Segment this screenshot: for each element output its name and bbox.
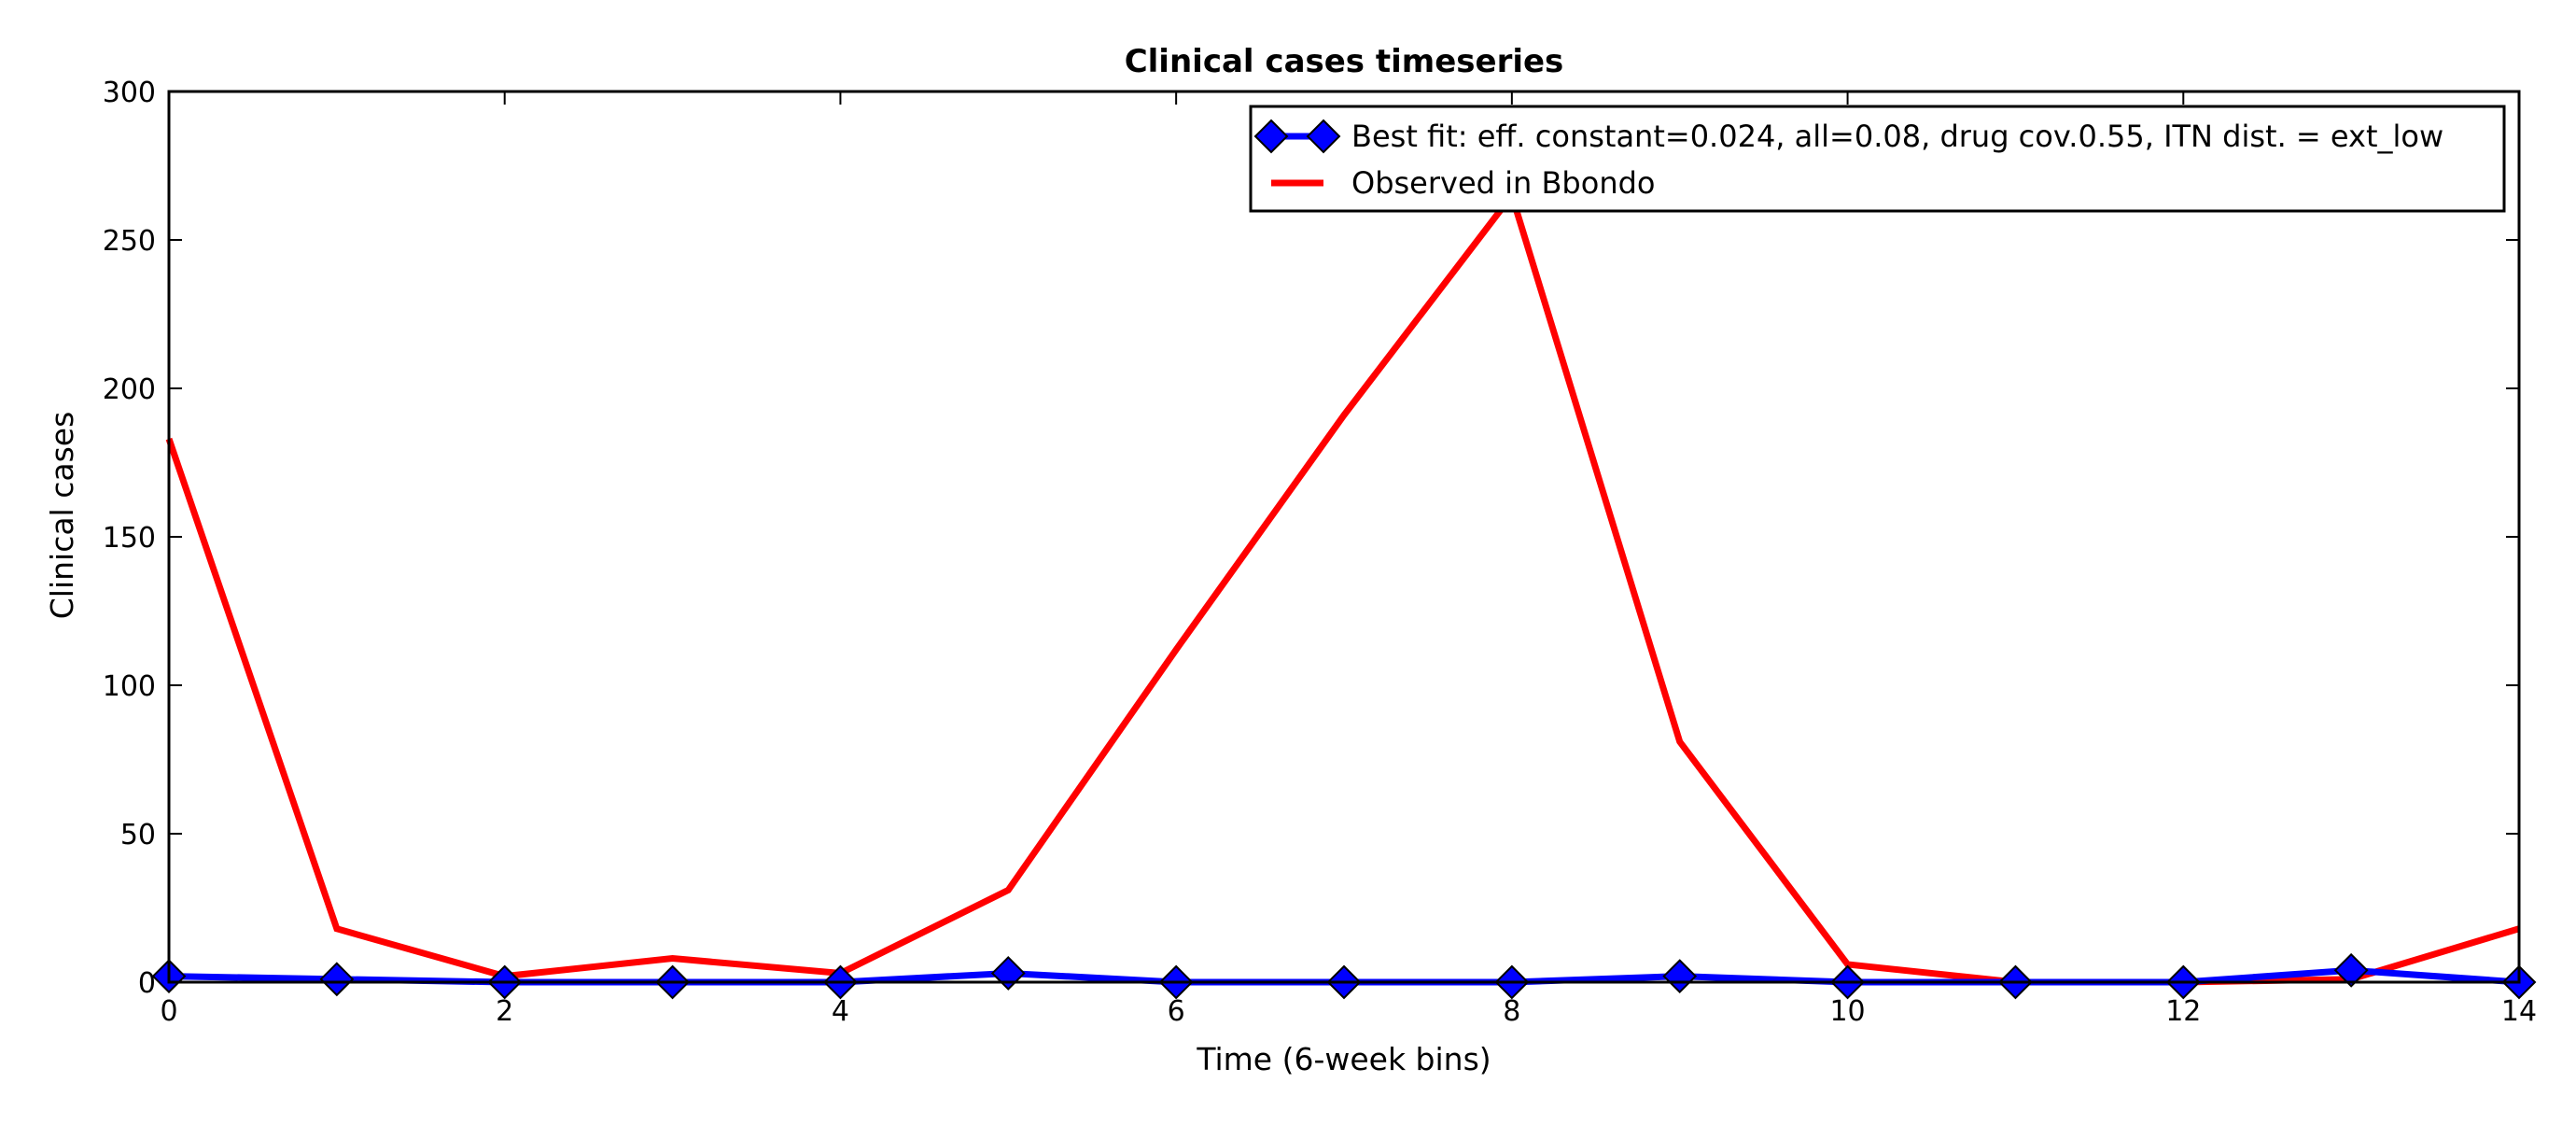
x-tick-label: 14 [2501, 995, 2537, 1028]
series-marker [319, 962, 355, 997]
y-tick-label: 150 [103, 522, 156, 555]
legend-swatch-marker [1253, 119, 1289, 154]
legend-swatch-marker [1306, 119, 1341, 154]
x-tick-label: 2 [496, 995, 513, 1028]
x-tick-label: 10 [1829, 995, 1865, 1028]
x-axis-title: Time (6-week bins) [1196, 1041, 1491, 1077]
chart-title: Clinical cases timeseries [1125, 43, 1564, 80]
x-tick-label: 0 [160, 995, 177, 1028]
legend: Best fit: eff. constant=0.024, all=0.08,… [1249, 105, 2506, 213]
series-marker [2333, 952, 2369, 988]
x-tick-label: 8 [1503, 995, 1520, 1028]
ticks-layer: 0 2 4 6 8 10 12 14 0 50 100 150 200 250 300 [103, 77, 2537, 1028]
y-axis-title: Clinical cases [44, 412, 80, 620]
y-tick-label: 0 [138, 967, 156, 1000]
y-tick-label: 300 [103, 77, 156, 109]
series-marker [1662, 959, 1698, 994]
legend-label: Observed in Bbondo [1351, 165, 1655, 201]
y-tick-label: 250 [103, 225, 156, 258]
legend-entry-1: Observed in Bbondo [1271, 165, 1655, 201]
legend-entry-0: Best fit: eff. constant=0.024, all=0.08,… [1253, 119, 2443, 154]
plot-area-frame [167, 90, 2521, 984]
x-tick-label: 4 [832, 995, 849, 1028]
legend-label: Best fit: eff. constant=0.024, all=0.08,… [1351, 119, 2443, 154]
y-tick-label: 200 [103, 373, 156, 406]
x-tick-label: 6 [1168, 995, 1185, 1028]
legend-box [1249, 105, 2506, 213]
y-tick-label: 100 [103, 670, 156, 703]
x-tick-label: 12 [2165, 995, 2201, 1028]
y-tick-label: 50 [120, 819, 156, 851]
